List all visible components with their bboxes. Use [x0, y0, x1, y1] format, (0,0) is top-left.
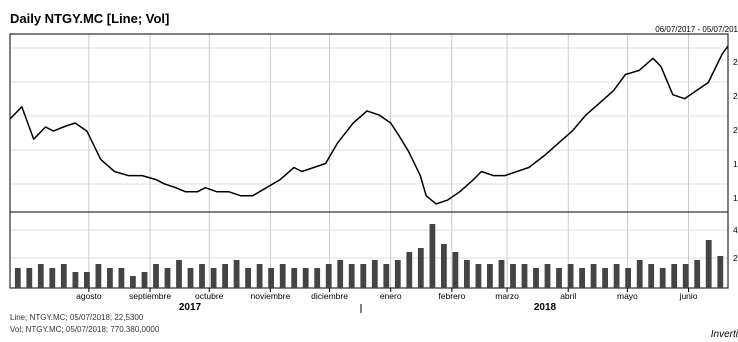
volume-bar	[153, 264, 159, 288]
month-label: diciembre	[311, 291, 348, 301]
volume-bar	[394, 260, 401, 288]
month-label: octubre	[195, 291, 224, 301]
legend-volume: Vol; NTGY.MC; 05/07/2018; 770.380,0000	[10, 325, 160, 334]
volume-bar	[464, 260, 470, 288]
volume-bar	[302, 268, 309, 288]
volume-bar	[49, 268, 56, 288]
month-label: junio	[679, 291, 698, 301]
chart-title: Daily NTGY.MC [Line; Vol]	[10, 11, 169, 26]
volume-bar	[107, 268, 113, 288]
date-range: 06/07/2017 - 05/07/201	[655, 25, 738, 34]
volume-bar	[498, 260, 505, 288]
volume-bar	[590, 264, 597, 288]
volume-bar	[141, 272, 148, 288]
month-label: febrero	[438, 291, 465, 301]
volume-bar	[164, 268, 171, 288]
volume-bar	[705, 240, 712, 288]
volume-bar	[544, 264, 551, 288]
volume-bar	[222, 264, 228, 288]
volume-bar	[371, 260, 378, 288]
month-label: agosto	[76, 291, 102, 301]
grid-lines	[10, 34, 728, 288]
month-label: marzo	[495, 291, 519, 301]
volume-bar	[256, 264, 263, 288]
volume-bar	[625, 268, 631, 288]
volume-bar	[659, 268, 666, 288]
volume-bar	[199, 264, 205, 288]
volume-bar	[613, 264, 620, 288]
volume-bar	[60, 264, 67, 288]
volume-bar	[233, 260, 240, 288]
volume-axis-label: 2	[733, 253, 738, 263]
volume-bar	[417, 248, 424, 288]
month-axis: agosto septiembre octubre noviembre diciembr…	[76, 288, 698, 301]
price-axis-label: 2	[733, 57, 738, 67]
volume-bar	[268, 268, 274, 288]
volume-bar	[521, 264, 528, 288]
legend-line: Line; NTGY.MC; 05/07/2018; 22,5300	[10, 313, 144, 322]
volume-bar	[314, 268, 321, 288]
month-label: septiembre	[129, 291, 171, 301]
volume-axis-label: 4	[733, 225, 738, 235]
volume-bar	[118, 268, 125, 288]
volume-bar	[84, 272, 90, 288]
volume-bar	[14, 268, 21, 288]
volume-bar	[487, 264, 493, 288]
volume-bar	[510, 264, 516, 288]
volume-axis-labels: 42	[733, 225, 738, 263]
volume-bar	[291, 268, 298, 288]
volume-bar	[567, 264, 574, 288]
volume-bar	[475, 264, 482, 288]
month-label: mayo	[617, 291, 638, 301]
volume-bar	[682, 264, 689, 288]
volume-bar	[636, 260, 643, 288]
volume-panel-frame	[9, 211, 729, 289]
volume-bar	[279, 264, 286, 288]
volume-bar	[348, 264, 355, 288]
volume-bar	[383, 264, 390, 288]
volume-bar	[337, 260, 344, 288]
volume-bar	[176, 260, 182, 288]
brand-watermark: Inverti	[711, 329, 738, 340]
volume-bar	[694, 260, 701, 288]
volume-bar	[406, 252, 413, 288]
volume-bar	[210, 268, 217, 288]
month-label: noviembre	[251, 291, 291, 301]
volume-bar	[360, 264, 367, 288]
price-axis-label: 1	[733, 193, 738, 203]
volume-bar	[648, 264, 655, 288]
volume-bar	[579, 268, 585, 288]
volume-bar	[533, 268, 539, 288]
volume-bar	[130, 276, 136, 288]
price-axis-label: 2	[733, 91, 738, 101]
volume-bar	[72, 272, 79, 288]
volume-bar	[245, 268, 251, 288]
year-label-2018: 2018	[534, 302, 557, 313]
volume-bar	[602, 268, 608, 288]
price-panel-frame	[9, 33, 729, 213]
volume-bar	[95, 264, 102, 288]
price-line	[9, 45, 729, 205]
month-label: enero	[380, 291, 402, 301]
volume-bar	[429, 224, 436, 288]
volume-bars	[14, 224, 724, 288]
price-axis-label: 2	[733, 125, 738, 135]
volume-bar	[325, 264, 332, 288]
price-axis-labels: 2 2 2 1 1	[733, 57, 738, 203]
volume-bar	[671, 264, 678, 288]
volume-bar	[556, 268, 562, 288]
volume-bar	[187, 268, 194, 288]
volume-bar	[26, 268, 33, 288]
year-label-2017: 2017	[179, 302, 202, 313]
price-axis-label: 1	[733, 159, 738, 169]
month-label: abril	[560, 291, 576, 301]
volume-bar	[452, 252, 459, 288]
volume-bar	[717, 256, 724, 288]
volume-bar	[37, 264, 44, 288]
volume-bar	[441, 244, 447, 288]
